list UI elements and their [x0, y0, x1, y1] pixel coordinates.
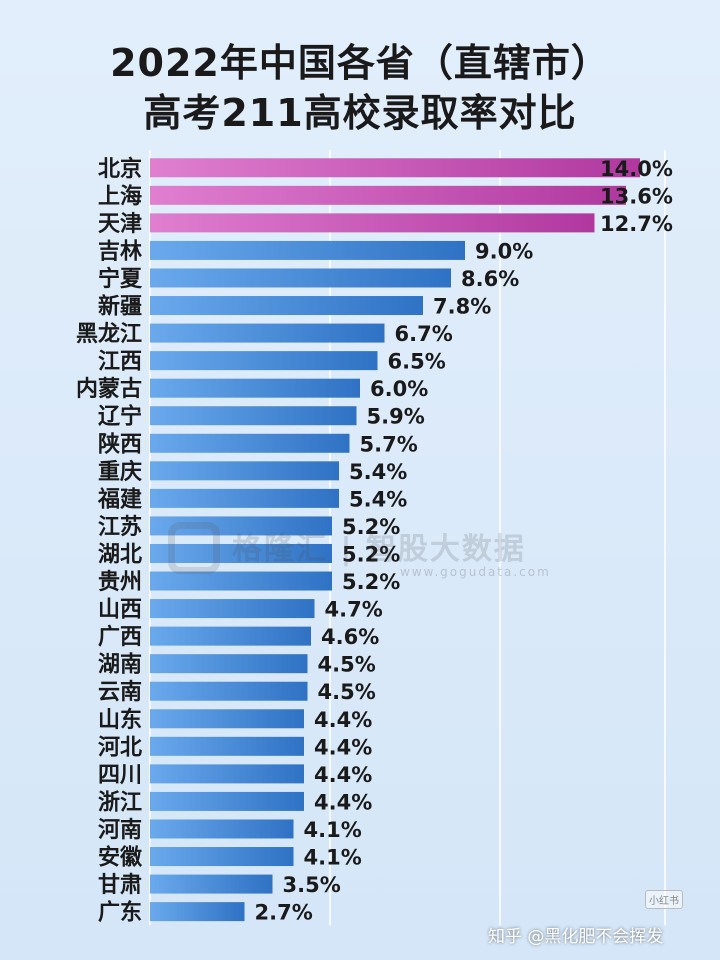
bar: [150, 240, 465, 260]
value-label: 2.7%: [255, 901, 313, 925]
category-label: 重庆: [98, 459, 142, 485]
value-label: 4.1%: [304, 846, 362, 870]
value-label: 4.4%: [314, 790, 372, 814]
bar: [150, 626, 311, 646]
bar: [150, 764, 304, 784]
bar: [150, 874, 273, 894]
bar: [150, 681, 308, 701]
chart-title: 2022年中国各省（直辖市） 高考211高校录取率对比: [0, 38, 720, 138]
value-label: 5.2%: [342, 542, 400, 566]
bar: [150, 433, 350, 453]
category-label: 天津: [98, 211, 142, 237]
value-label: 4.5%: [318, 680, 376, 704]
bar: [150, 654, 308, 674]
bar: [150, 296, 423, 316]
value-label: 4.5%: [318, 653, 376, 677]
bar: [150, 902, 245, 922]
bar: [150, 378, 360, 398]
value-label: 5.7%: [360, 432, 418, 456]
category-label: 云南: [98, 680, 142, 705]
bar: [150, 213, 595, 233]
value-label: 14.0%: [600, 157, 673, 181]
watermark-brand: 格隆汇 | 智股大数据: [232, 532, 526, 567]
category-label: 福建: [97, 487, 142, 512]
category-labels: 北京上海天津吉林宁夏新疆黑龙江江西内蒙古辽宁陕西重庆福建江苏湖北贵州山西广西湖南…: [76, 156, 143, 926]
value-label: 4.1%: [304, 818, 362, 842]
bar: [150, 488, 339, 508]
category-label: 吉林: [98, 238, 142, 264]
category-label: 安徽: [98, 845, 143, 871]
value-label: 5.4%: [349, 460, 407, 484]
category-label: 浙江: [98, 790, 142, 815]
category-label: 河北: [98, 735, 142, 760]
category-label: 辽宁: [98, 404, 142, 430]
bar: [150, 736, 304, 756]
category-label: 四川: [98, 763, 142, 788]
category-label: 广西: [98, 624, 142, 650]
category-label: 陕西: [98, 432, 142, 457]
value-label: 13.6%: [600, 184, 673, 208]
category-label: 湖北: [98, 542, 142, 567]
bar: [150, 791, 304, 811]
category-label: 黑龙江: [76, 322, 142, 347]
source-badge: 小红书: [645, 890, 683, 909]
bar: [150, 158, 640, 178]
bars: [150, 158, 640, 922]
bar: [150, 351, 378, 371]
category-label: 内蒙古: [76, 376, 142, 402]
category-label: 上海: [98, 183, 142, 209]
category-label: 宁夏: [98, 266, 143, 292]
value-label: 7.8%: [433, 295, 491, 319]
category-label: 山西: [98, 598, 142, 623]
value-label: 3.5%: [283, 873, 341, 897]
category-label: 湖南: [98, 653, 142, 678]
value-label: 4.4%: [314, 735, 372, 759]
watermark-logo-icon: [168, 522, 220, 574]
value-label: 4.6%: [321, 625, 379, 649]
bar: [150, 323, 385, 343]
value-label: 5.2%: [342, 515, 400, 539]
chart-title-line2: 高考211高校录取率对比: [143, 91, 577, 135]
watermark-url: www.gogudata.com: [400, 565, 551, 579]
category-label: 贵州: [98, 570, 142, 595]
bar: [150, 571, 332, 591]
value-label: 9.0%: [475, 239, 533, 263]
category-label: 河南: [98, 818, 142, 843]
bar: [150, 847, 294, 867]
bar: [150, 516, 332, 536]
bar: [150, 185, 626, 205]
value-label: 4.7%: [325, 598, 383, 622]
category-label: 山东: [98, 707, 142, 733]
value-label: 5.4%: [349, 487, 407, 511]
bar: [150, 709, 304, 729]
value-label: 12.7%: [600, 212, 673, 236]
bar: [150, 599, 315, 619]
value-label: 5.2%: [342, 570, 400, 594]
value-label: 4.4%: [314, 708, 372, 732]
category-label: 新疆: [98, 294, 142, 320]
bar: [150, 461, 339, 481]
bar: [150, 543, 332, 563]
value-label: 5.9%: [367, 405, 425, 429]
bar: [150, 268, 451, 288]
bar: [150, 406, 357, 426]
value-label: 6.0%: [370, 377, 428, 401]
chart-title-line1: 2022年中国各省（直辖市）: [110, 41, 610, 85]
value-labels: 14.0% 13.6% 12.7% 9.0% 8.6% 7.8% 6.7% 6.5% 6.0% 5…: [255, 157, 673, 925]
category-label: 北京: [98, 156, 142, 182]
bar: [150, 819, 294, 839]
category-label: 江苏: [98, 514, 142, 540]
category-label: 广东: [98, 900, 142, 926]
category-label: 江西: [98, 350, 142, 375]
value-label: 6.5%: [388, 350, 446, 374]
value-label: 8.6%: [461, 267, 519, 291]
footer-credit: 知乎 @黑化肥不会挥发: [488, 927, 664, 947]
value-label: 6.7%: [395, 322, 453, 346]
value-label: 4.4%: [314, 763, 372, 787]
category-label: 甘肃: [98, 872, 142, 898]
